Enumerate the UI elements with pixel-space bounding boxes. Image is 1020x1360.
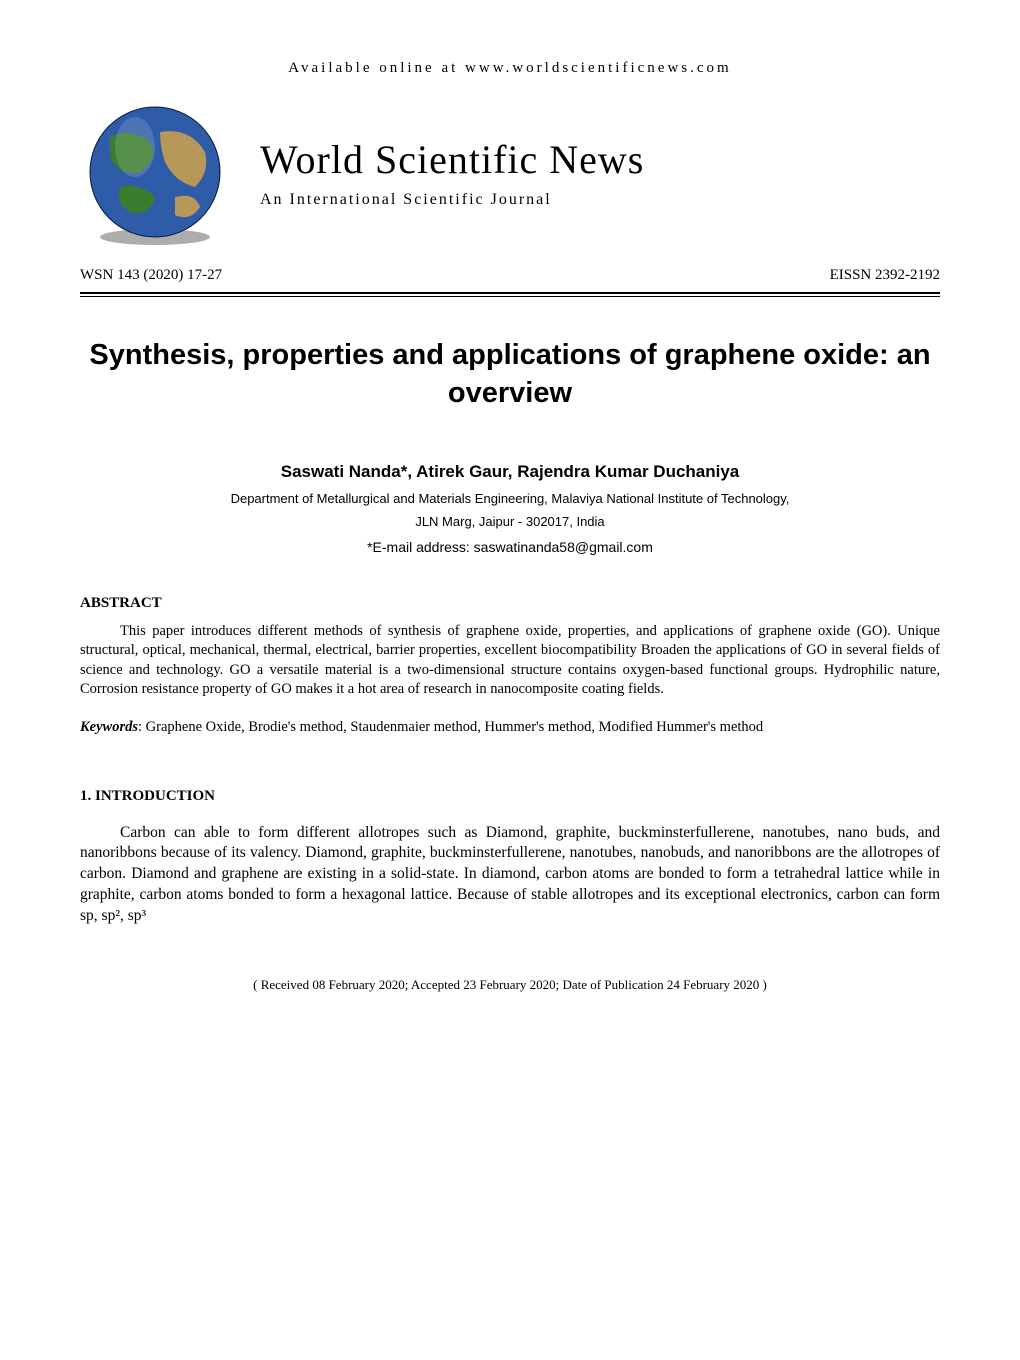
journal-subtitle: An International Scientific Journal (260, 191, 940, 209)
introduction-heading: 1. INTRODUCTION (80, 788, 940, 805)
keywords-block: Keywords: Graphene Oxide, Brodie's metho… (80, 718, 940, 738)
journal-title-block: World Scientific News An International S… (260, 136, 940, 209)
eissn-identifier: EISSN 2392-2192 (830, 267, 940, 284)
authors: Saswati Nanda*, Atirek Gaur, Rajendra Ku… (80, 462, 940, 482)
introduction-body: Carbon can able to form different allotr… (80, 823, 940, 928)
header-available-online: Available online at www.worldscientificn… (80, 60, 940, 77)
journal-header-row: World Scientific News An International S… (80, 97, 940, 247)
identifier-row: WSN 143 (2020) 17-27 EISSN 2392-2192 (80, 267, 940, 284)
journal-name: World Scientific News (260, 136, 940, 183)
keywords-label: Keywords (80, 719, 138, 735)
globe-logo-icon (80, 97, 230, 247)
affiliation-line-1: Department of Metallurgical and Material… (80, 490, 940, 508)
keywords-text: : Graphene Oxide, Brodie's method, Staud… (138, 719, 763, 735)
abstract-heading: ABSTRACT (80, 595, 940, 612)
abstract-body: This paper introduces different methods … (80, 622, 940, 700)
corresponding-email: *E-mail address: saswatinanda58@gmail.co… (80, 539, 940, 555)
article-title: Synthesis, properties and applications o… (80, 337, 940, 412)
horizontal-rule (80, 292, 940, 297)
publication-dates: ( Received 08 February 2020; Accepted 23… (80, 977, 940, 993)
affiliation-line-2: JLN Marg, Jaipur - 302017, India (80, 513, 940, 531)
wsn-identifier: WSN 143 (2020) 17-27 (80, 267, 222, 284)
